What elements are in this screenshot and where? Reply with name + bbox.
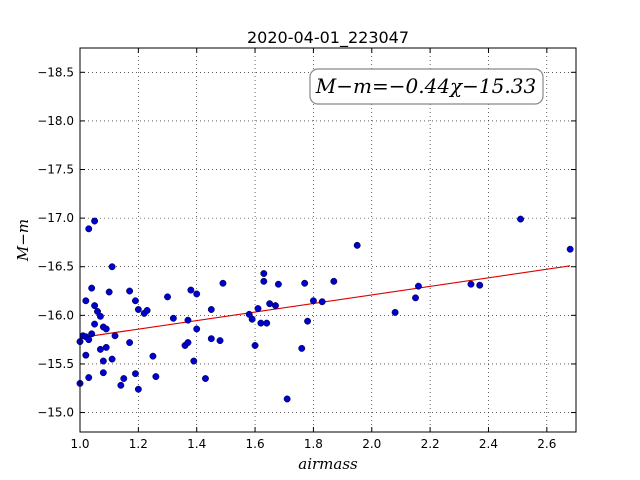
fit-equation-frame [309,68,544,105]
data-point [111,332,119,340]
data-point [304,317,312,325]
data-point [187,286,195,294]
data-point [85,225,93,233]
data-point [301,279,309,287]
data-point [152,373,160,381]
data-point [85,374,93,382]
fit-equation-box: M−m=−0.44χ−15.33 [309,68,544,105]
data-point [353,241,361,249]
data-point [131,370,139,378]
data-point [108,263,116,271]
y-tick-label: −18.5 [37,65,74,79]
data-point [412,294,419,302]
data-point [260,270,268,277]
data-point [202,375,209,382]
data-point [207,335,215,343]
y-axis-label: M−m [14,219,32,262]
data-point [131,297,139,305]
data-point [134,385,142,393]
data-point [190,357,198,365]
x-tick-label: 2.0 [362,437,381,451]
x-tick-label: 1.8 [304,437,323,451]
x-tick-label: 1.6 [246,437,265,451]
data-point [274,280,282,288]
data-point [91,320,99,328]
data-point [391,308,399,316]
data-point [254,305,262,312]
data-point [263,319,271,327]
y-tick-label: −16.0 [37,308,74,322]
data-point [99,357,107,365]
y-tick-label: −18.0 [37,114,74,128]
data-point [85,336,93,344]
data-point [82,351,90,359]
x-axis-label: airmass [298,455,358,473]
data-point [91,302,99,310]
data-point [467,280,475,288]
data-point [102,343,110,351]
data-point [330,277,338,285]
data-point [126,339,134,347]
x-tick-label: 1.2 [129,437,148,451]
x-tick-label: 2.2 [421,437,440,451]
data-point [260,277,268,285]
data-point [476,281,484,289]
data-point [193,290,201,298]
data-point [164,293,171,301]
x-tick-label: 2.6 [537,437,556,451]
data-points [76,215,574,403]
data-point [184,339,192,347]
fit-equation-label: M−m=−0.44χ−15.33 [315,74,536,98]
data-point [248,315,256,323]
data-point [566,245,574,253]
x-tick-label: 2.4 [479,437,498,451]
data-point [149,352,157,360]
data-point [266,300,274,308]
data-point [96,345,104,353]
data-point [96,312,104,320]
data-point [193,325,201,333]
data-point [169,314,177,322]
data-point [207,306,215,313]
x-tick-label: 1.4 [187,437,206,451]
chart-title: 2020-04-01_223047 [247,28,409,48]
data-point [216,337,224,345]
data-point [108,355,116,363]
data-point [88,330,96,338]
data-point [318,298,326,306]
data-point [99,369,107,377]
data-point [272,302,279,310]
y-tick-label: −15.5 [37,357,74,371]
data-point [298,344,306,352]
data-point [257,319,265,327]
data-point [414,282,422,290]
y-tick-label: −15.0 [37,406,74,420]
y-tick-label: −17.0 [37,211,74,225]
y-tick-label: −16.5 [37,260,74,274]
data-point [184,316,192,324]
data-point [120,375,128,382]
data-point [134,306,142,313]
y-tick-label: −17.5 [37,163,74,177]
data-point [283,395,291,403]
data-point [251,342,259,349]
data-point [105,288,113,296]
plot-area [79,47,577,433]
data-point [117,381,125,389]
data-point [219,279,227,287]
data-point [309,297,317,305]
data-point [517,215,525,223]
data-point [126,287,134,295]
data-point [102,325,110,333]
data-point [143,307,151,314]
data-point [91,217,99,225]
x-tick-label: 1.0 [70,437,89,451]
axis-ticks: 1.0 1.2 1.4 1.6 1.8 2.0 2.2 2.4 2.6 −15.0 −15.5 −16… [37,48,576,451]
data-point [88,284,96,292]
data-point [82,297,90,305]
